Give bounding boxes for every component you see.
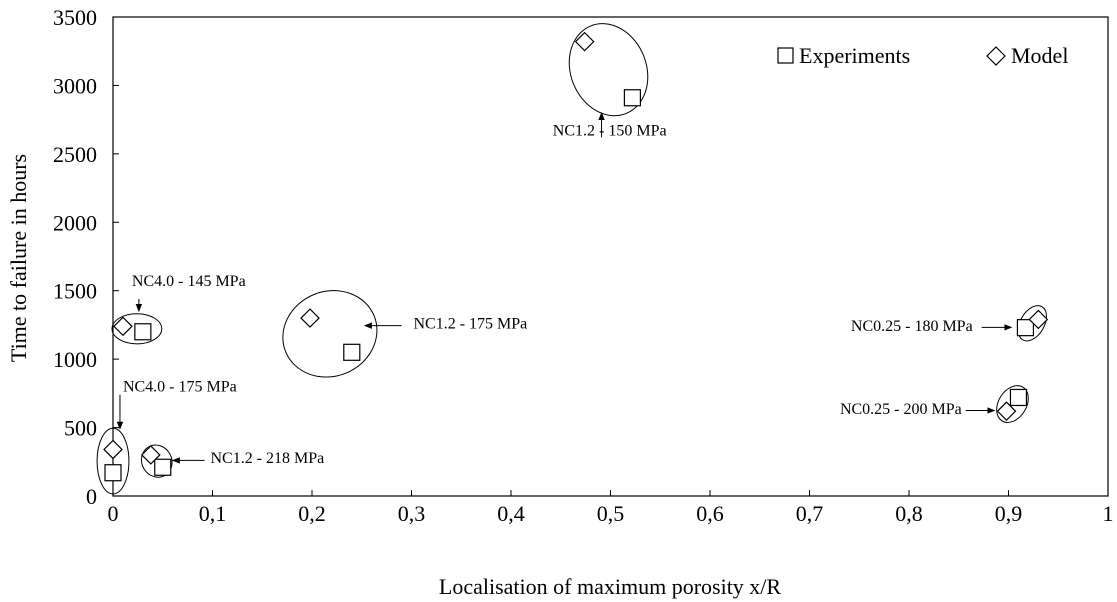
x-tick-label: 0,2 xyxy=(298,501,326,526)
group-label: NC1.2 - 218 MPa xyxy=(211,450,325,467)
x-tick-label: 0,3 xyxy=(398,501,426,526)
group-label: NC4.0 - 145 MPa xyxy=(132,273,246,290)
x-tick-label: 0 xyxy=(108,501,119,526)
y-tick-label: 3500 xyxy=(53,5,97,30)
experiment-point xyxy=(623,89,641,107)
x-tick-label: 0,8 xyxy=(895,501,923,526)
experiment-point xyxy=(343,343,361,361)
model-point xyxy=(113,316,133,337)
x-axis-ticks: 0 0,1 0,2 0,3 0,4 0,5 0,6 0,7 0,8 0,9 1 xyxy=(108,490,1114,526)
y-tick-label: 500 xyxy=(64,416,97,441)
experiment-point xyxy=(104,464,122,482)
y-tick-label: 2500 xyxy=(53,142,97,167)
group-label: NC0.25 - 200 MPa xyxy=(840,401,962,418)
experiment-point xyxy=(154,458,172,476)
group-ellipses xyxy=(96,23,1047,495)
model-point xyxy=(1028,309,1049,330)
model-point xyxy=(574,31,595,52)
y-tick-label: 1500 xyxy=(53,279,97,304)
x-tick-label: 0,9 xyxy=(995,501,1023,526)
group-ellipse xyxy=(1017,305,1047,342)
plot-area-border xyxy=(112,16,1109,497)
experiment-point xyxy=(134,323,152,341)
group-ellipse xyxy=(111,313,163,345)
model-point xyxy=(996,401,1017,421)
x-tick-label: 0,4 xyxy=(497,501,525,526)
data-markers xyxy=(103,31,1049,482)
legend-label-model: Model xyxy=(1011,43,1068,68)
x-tick-label: 1 xyxy=(1103,501,1114,526)
group-ellipse xyxy=(996,385,1029,423)
group-label: NC1.2 - 175 MPa xyxy=(413,315,527,332)
legend-square-marker xyxy=(777,47,794,64)
y-axis-title: Time to failure in hours xyxy=(6,154,31,362)
legend-label-experiments: Experiments xyxy=(799,43,910,68)
y-tick-label: 3000 xyxy=(53,73,97,98)
y-axis-ticks: 0 500 1000 1500 2000 2500 3000 3500 xyxy=(53,5,119,509)
group-ellipse xyxy=(96,427,130,495)
legend: Experiments Model xyxy=(777,43,1068,68)
model-point xyxy=(140,445,161,465)
group-annotations: NC1.2 - 150 MPa NC4.0 - 145 MPa NC1.2 - 17… xyxy=(116,112,1013,467)
y-tick-label: 0 xyxy=(86,484,97,509)
group-label: NC0.25 - 180 MPa xyxy=(851,318,973,335)
experiment-point xyxy=(1009,388,1028,407)
x-tick-label: 0,6 xyxy=(696,501,724,526)
y-tick-label: 2000 xyxy=(53,210,97,235)
group-ellipse xyxy=(568,23,649,117)
x-axis-title: Localisation of maximum porosity x/R xyxy=(439,574,782,599)
model-point xyxy=(300,308,320,328)
x-tick-label: 0,1 xyxy=(199,501,227,526)
group-label: NC1.2 - 150 MPa xyxy=(553,122,667,139)
group-label: NC4.0 - 175 MPa xyxy=(123,378,237,395)
model-point xyxy=(103,439,123,460)
legend-diamond-marker xyxy=(986,46,1006,66)
x-tick-label: 0,7 xyxy=(796,501,824,526)
plot-frame xyxy=(112,16,1109,497)
experiment-point xyxy=(1016,319,1035,337)
y-tick-label: 1000 xyxy=(53,347,97,372)
group-ellipse xyxy=(282,290,378,378)
x-tick-label: 0,5 xyxy=(597,501,625,526)
